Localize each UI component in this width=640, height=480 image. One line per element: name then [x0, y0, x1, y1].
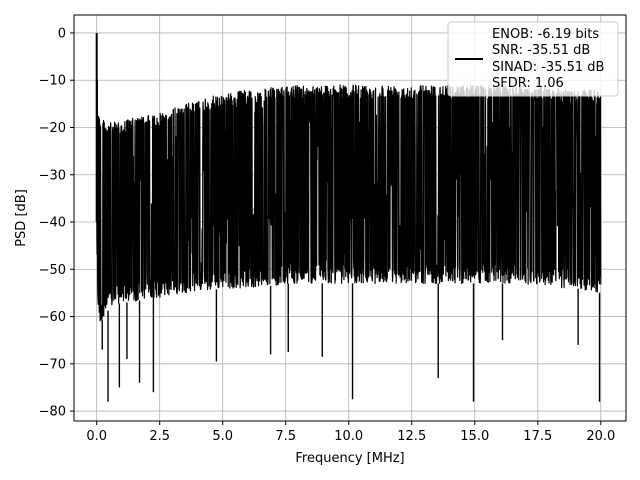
x-tick-label: 15.0 [460, 429, 489, 444]
plot-frame [73, 14, 627, 422]
legend-box [447, 21, 619, 97]
x-axis-label: Frequency [MHz] [295, 451, 404, 466]
y-tick-label: 0 [58, 26, 66, 41]
psd-line [96, 32, 602, 322]
x-tick-label: 17.5 [523, 429, 552, 444]
y-tick-label: −10 [39, 74, 66, 89]
x-axis-ticks: 0.0 2.5 5.0 7.5 10.0 12.5 15.0 17.5 20.0 [86, 421, 615, 444]
legend-enob: ENOB: -6.19 bits [492, 27, 599, 42]
legend: ENOB: -6.19 bits SNR: -35.51 dB SINAD: -… [447, 21, 619, 97]
y-tick-label: −80 [39, 405, 66, 420]
y-tick-label: −40 [39, 216, 66, 231]
y-axis-label: PSD [dB] [14, 189, 29, 247]
x-tick-label: 5.0 [212, 429, 233, 444]
y-axis-ticks: 0 −10 −20 −30 −40 −50 −60 −70 −80 [39, 26, 74, 420]
x-tick-label: 7.5 [275, 429, 296, 444]
x-tick-label: 0.0 [86, 429, 107, 444]
y-tick-label: −60 [39, 310, 66, 325]
y-tick-label: −70 [39, 357, 66, 372]
x-tick-label: 2.5 [149, 429, 170, 444]
legend-snr: SNR: -35.51 dB [492, 43, 590, 58]
x-tick-label: 20.0 [586, 429, 615, 444]
y-tick-label: −30 [39, 168, 66, 183]
legend-text: ENOB: -6.19 bits SNR: -35.51 dB SINAD: -… [492, 27, 609, 91]
x-tick-label: 10.0 [334, 429, 363, 444]
legend-sinad: SINAD: -35.51 dB [492, 60, 604, 75]
y-tick-label: −20 [39, 121, 66, 136]
x-tick-label: 12.5 [397, 429, 426, 444]
y-tick-label: −50 [39, 263, 66, 278]
psd-trace [95, 32, 602, 402]
legend-sfdr: SFDR: 1.06 [492, 76, 564, 91]
